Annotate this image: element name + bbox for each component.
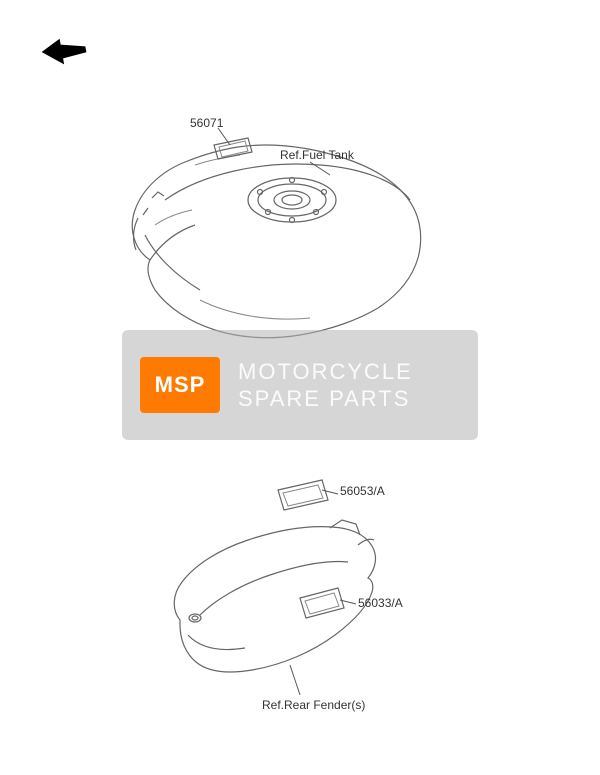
- watermark-badge: MSP: [140, 357, 220, 413]
- watermark-text: MOTORCYCLE SPARE PARTS: [238, 358, 413, 413]
- watermark-line2: SPARE PARTS: [238, 385, 413, 413]
- watermark-overlay: MSP MOTORCYCLE SPARE PARTS: [122, 330, 478, 440]
- ref-rear-fender: Ref.Rear Fender(s): [262, 698, 365, 712]
- callout-56071: 56071: [190, 116, 223, 130]
- watermark-line1: MOTORCYCLE: [238, 358, 413, 386]
- callout-56053a: 56053/A: [340, 484, 385, 498]
- callout-56033a: 56033/A: [358, 596, 403, 610]
- ref-fuel-tank: Ref.Fuel Tank: [280, 148, 354, 162]
